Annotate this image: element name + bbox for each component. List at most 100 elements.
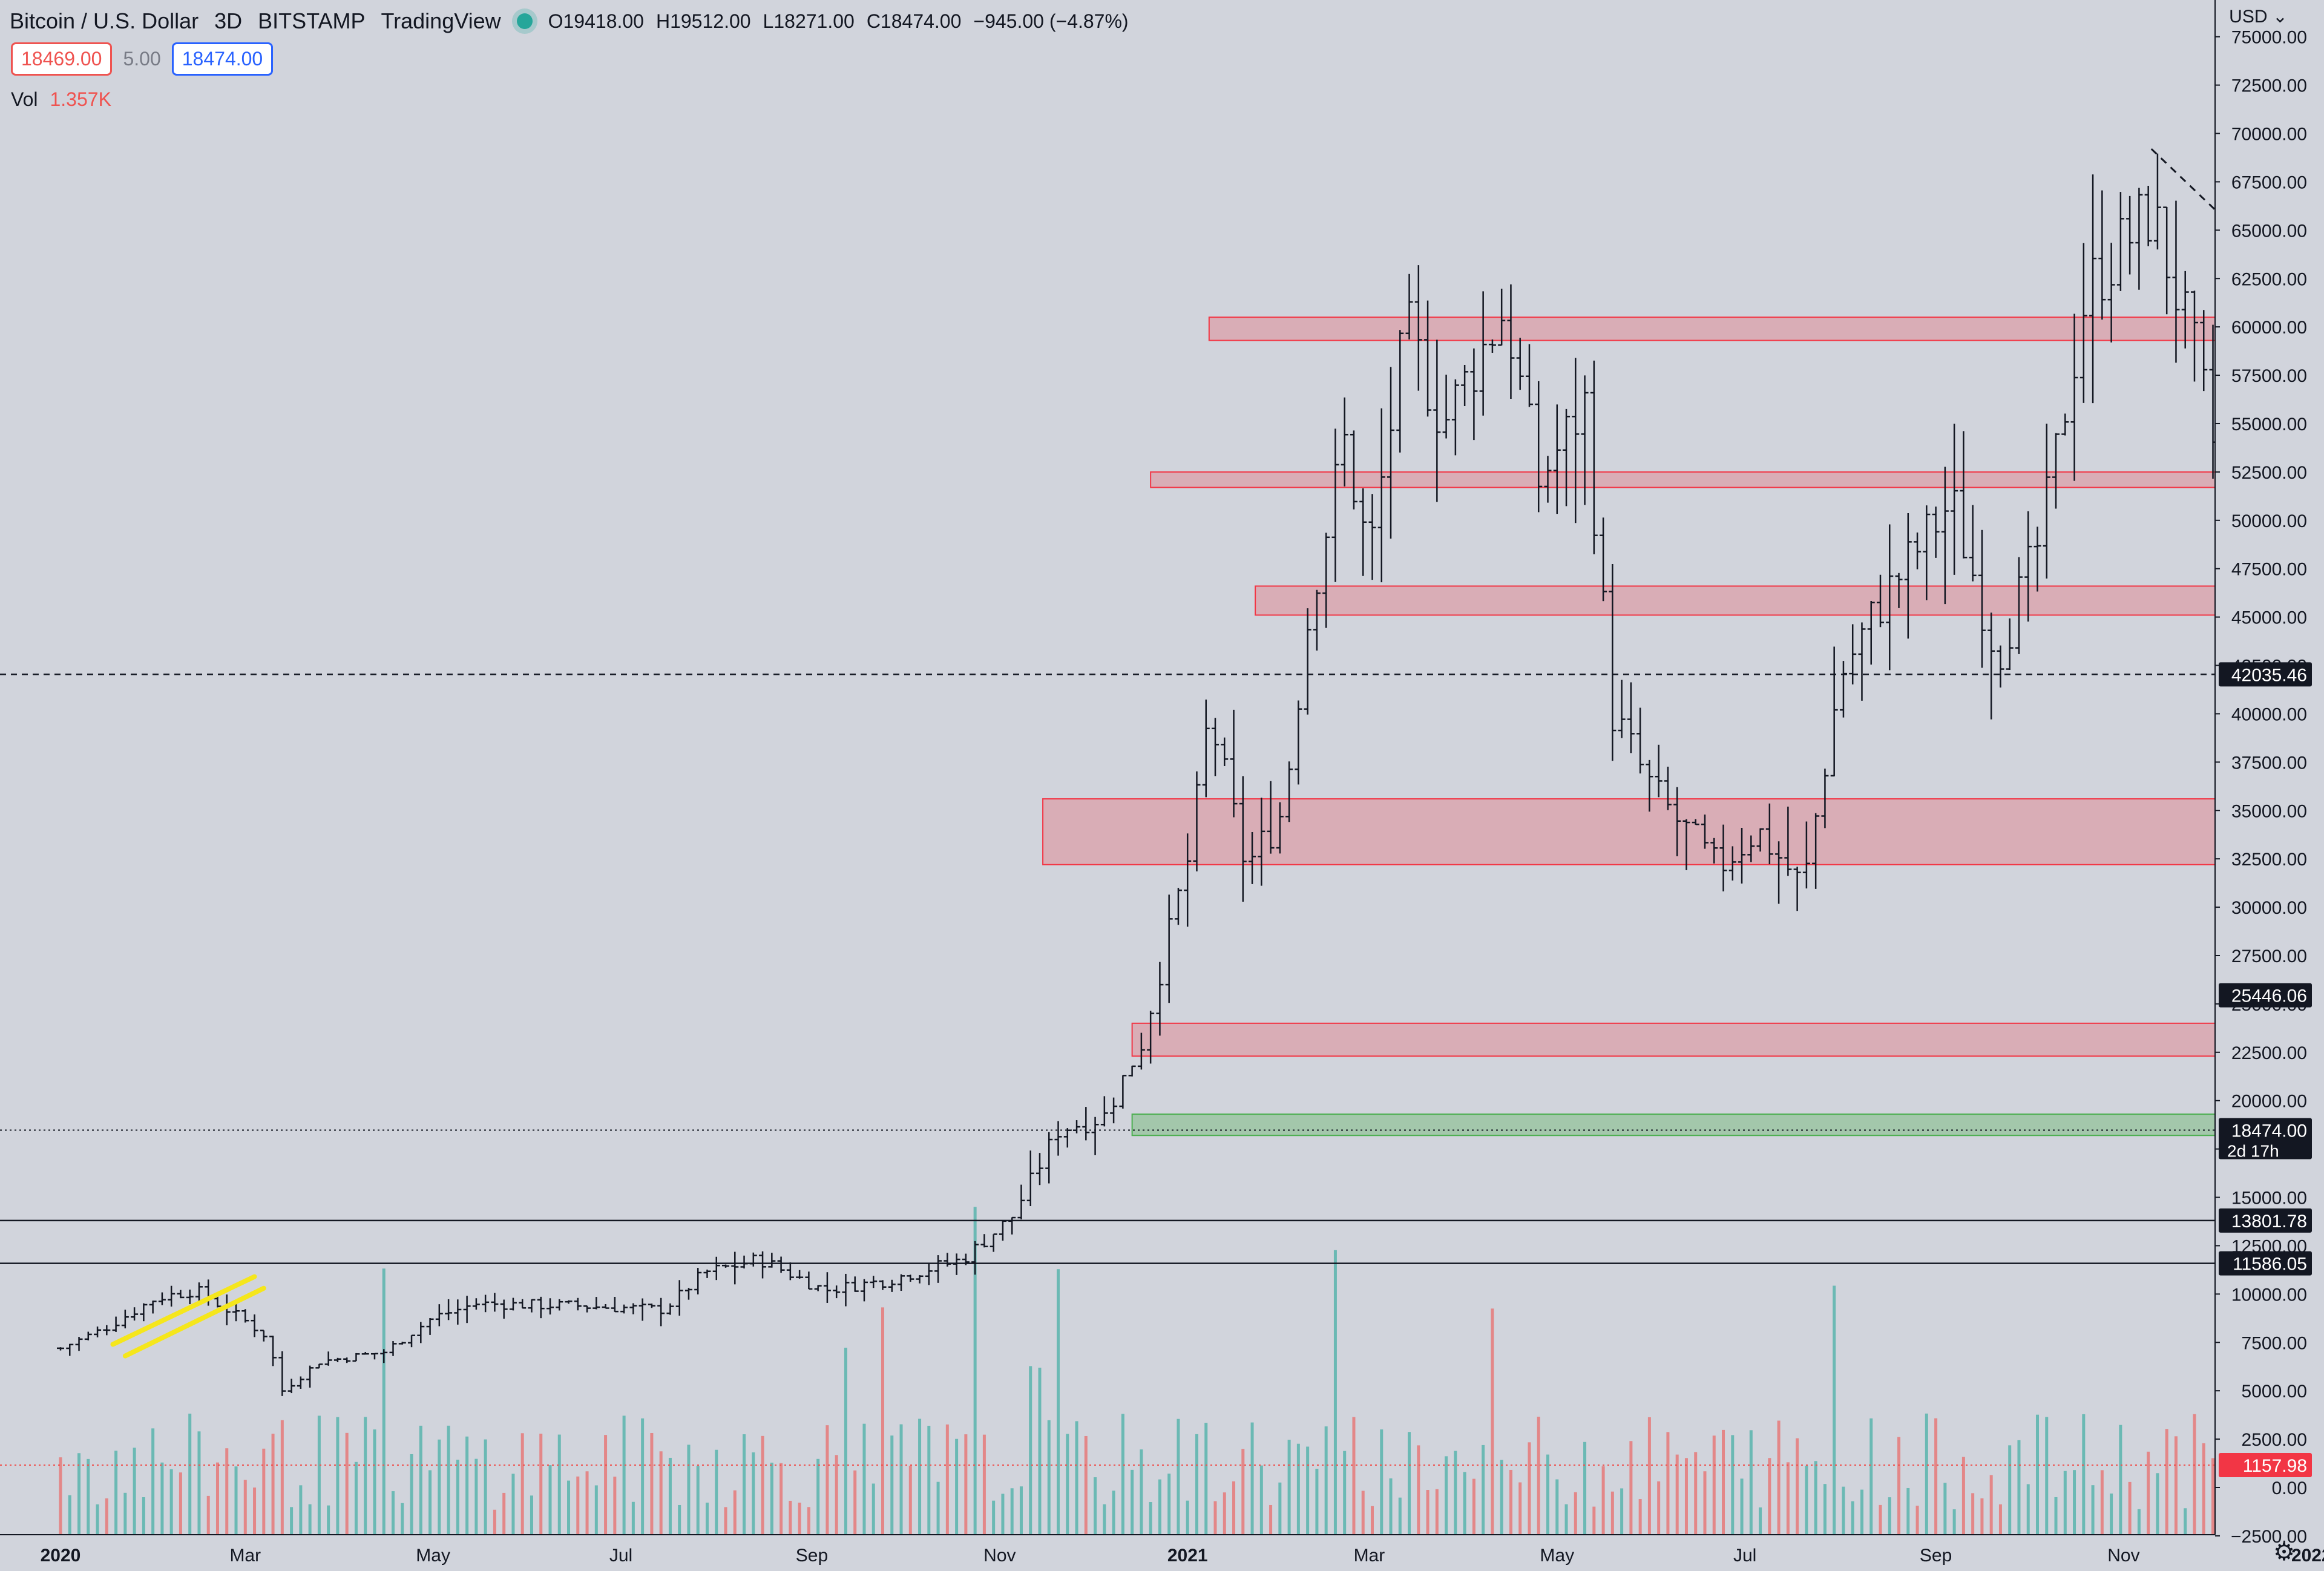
volume-bar — [1537, 1417, 1540, 1534]
price-tick-label: 65000.00 — [2231, 221, 2307, 241]
price-tag[interactable] — [2219, 983, 2312, 1008]
ohlc-bar — [1451, 379, 1459, 456]
ohlc-bar — [907, 1274, 914, 1282]
price-tick-label: 10000.00 — [2231, 1285, 2307, 1305]
channel-line-1[interactable] — [110, 1274, 257, 1347]
volume-bar — [308, 1504, 312, 1534]
ohlc-bar — [1313, 589, 1321, 651]
ohlc-bar — [2153, 153, 2161, 250]
volume-bar — [743, 1434, 746, 1534]
ohlc-bar — [491, 1293, 499, 1312]
volume-bar — [2128, 1481, 2132, 1534]
ohlc-bar — [1600, 517, 1607, 602]
price-tag[interactable] — [2219, 1251, 2312, 1276]
price-axis-bg[interactable] — [2215, 0, 2324, 1571]
ohlc-bar — [1377, 408, 1385, 583]
gear-icon[interactable]: ⚙ — [2273, 1539, 2295, 1566]
price-tick-label: 2500.00 — [2242, 1430, 2307, 1450]
ohlc-bar — [1590, 360, 1598, 554]
price-tick-label: 7500.00 — [2242, 1333, 2307, 1353]
ohlc-bar — [990, 1233, 997, 1252]
ohlc-bar — [2172, 200, 2180, 363]
ohlc-bar — [620, 1304, 628, 1314]
volume-bar — [206, 1495, 210, 1534]
time-tick-label: Sep — [1920, 1546, 1952, 1566]
volume-bar — [2054, 1497, 2058, 1534]
interval-label[interactable]: 3D — [214, 8, 243, 33]
ohlc-bar — [1682, 819, 1690, 870]
zone-red-2[interactable] — [1255, 585, 2216, 616]
price-tag[interactable] — [2219, 1208, 2312, 1233]
time-axis-bg[interactable] — [0, 1535, 2215, 1571]
volume-bar — [317, 1415, 321, 1534]
zone-green-5[interactable] — [1131, 1113, 2216, 1136]
volume-bar — [2137, 1509, 2141, 1534]
zone-red-4[interactable] — [1131, 1022, 2216, 1057]
volume-bar — [2211, 1458, 2215, 1534]
volume-bar — [826, 1425, 829, 1534]
zone-red-0[interactable] — [1208, 316, 2216, 341]
zone-red-3[interactable] — [1042, 798, 2216, 865]
volume-bar — [1019, 1486, 1023, 1534]
volume-bar — [438, 1439, 441, 1534]
volume-bar — [1204, 1423, 1208, 1534]
volume-bar — [1749, 1430, 1753, 1534]
volume-bar — [557, 1434, 561, 1534]
volume-bar — [160, 1462, 164, 1534]
ohlc-bar — [482, 1294, 490, 1313]
ohlc-bar — [1498, 288, 1506, 346]
volume-bar — [1213, 1501, 1217, 1534]
channel-line-0[interactable] — [122, 1285, 266, 1359]
zone-red-1[interactable] — [1150, 471, 2216, 488]
ohlc-bar — [94, 1327, 102, 1337]
ohlc-bar — [1119, 1075, 1127, 1109]
ohlc-bar — [2052, 433, 2060, 509]
ohlc-bar — [1701, 814, 1709, 849]
ohlc-bar — [823, 1272, 831, 1303]
volume-bar — [2184, 1508, 2187, 1534]
volume-bar — [1426, 1490, 1430, 1534]
volume-bar — [392, 1491, 395, 1534]
currency-selector[interactable]: USD ⌄ — [2229, 6, 2288, 27]
exchange-label: BITSTAMP — [258, 8, 366, 33]
symbol-name[interactable]: Bitcoin / U.S. Dollar — [10, 8, 199, 33]
buy-button[interactable]: 18474.00 — [171, 42, 274, 76]
ohlc-bar — [629, 1303, 637, 1314]
ohlc-bar — [472, 1298, 480, 1310]
volume-bar — [973, 1207, 977, 1534]
volume-bar — [299, 1485, 303, 1534]
ohlc-bar — [2006, 618, 2014, 671]
sell-button[interactable]: 18469.00 — [11, 42, 113, 76]
change-value: −945.00 (−4.87%) — [973, 10, 1129, 32]
ohlc-bar — [1387, 367, 1395, 539]
volume-bar — [1833, 1285, 1836, 1534]
price-tick-label: 75000.00 — [2231, 28, 2307, 48]
volume-bar — [1361, 1491, 1365, 1534]
volume-bar — [493, 1509, 496, 1534]
volume-bar — [992, 1500, 996, 1534]
volume-bar — [789, 1500, 792, 1534]
price-tag[interactable] — [2219, 1452, 2312, 1477]
volume-legend[interactable]: Vol 1.357K — [11, 88, 111, 111]
ohlc-bar — [1563, 408, 1571, 507]
volume-bar — [1057, 1269, 1060, 1534]
volume-bar — [1961, 1457, 1965, 1534]
price-tick-label: 5000.00 — [2242, 1382, 2307, 1402]
ohlc-bar — [509, 1297, 517, 1311]
volume-bar — [1629, 1441, 1633, 1534]
ohlc-bar — [1646, 759, 1653, 812]
ohlc-bar — [195, 1282, 203, 1302]
volume-bar — [382, 1268, 386, 1534]
price-tag[interactable] — [2219, 662, 2312, 687]
price-tag[interactable] — [2219, 1118, 2312, 1159]
volume-bar — [899, 1424, 903, 1534]
ohlc-bar — [860, 1279, 868, 1302]
ohlc-bar — [1156, 962, 1164, 1036]
volume-bar — [659, 1451, 663, 1534]
volume-bar — [1149, 1502, 1152, 1534]
ohlc-bar — [297, 1376, 304, 1389]
volume-bar — [1657, 1481, 1661, 1534]
ohlc-bar — [84, 1331, 92, 1340]
ohlc-bar — [1461, 365, 1469, 407]
